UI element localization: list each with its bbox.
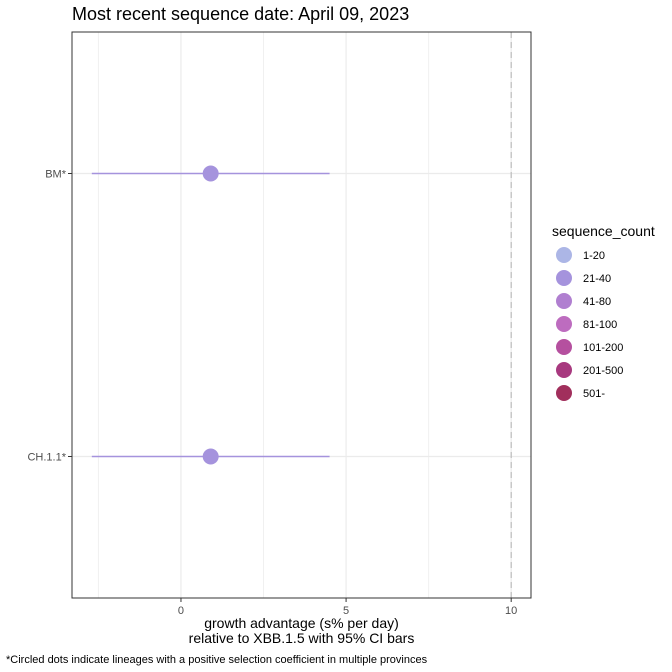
plot-panel bbox=[72, 32, 531, 598]
data-points bbox=[202, 165, 219, 465]
data-point bbox=[202, 165, 219, 182]
x-tick-label: 0 bbox=[178, 605, 184, 617]
x-tick-label: 5 bbox=[343, 605, 349, 617]
legend-title: sequence_count bbox=[552, 223, 655, 239]
legend-label: 81-100 bbox=[583, 319, 617, 331]
legend-swatch bbox=[556, 362, 572, 378]
plot-border bbox=[71, 31, 532, 599]
legend-swatch bbox=[556, 316, 572, 332]
y-tick-label: CH.1.1* bbox=[27, 452, 66, 464]
legend-swatch bbox=[556, 293, 572, 309]
legend-label: 21-40 bbox=[583, 273, 611, 285]
x-axis-title-line1: growth advantage (s% per day) bbox=[204, 615, 399, 631]
x-axis-title-line2: relative to XBB.1.5 with 95% CI bars bbox=[189, 630, 415, 646]
legend-swatch bbox=[556, 339, 572, 355]
legend-label: 201-500 bbox=[583, 365, 623, 377]
legend-label: 41-80 bbox=[583, 296, 611, 308]
axes: 0 5 10 BM* CH.1.1* bbox=[27, 169, 517, 618]
data-point bbox=[202, 448, 219, 465]
legend-label: 1-20 bbox=[583, 250, 605, 262]
legend: sequence_count 1-20 21-40 41-80 81-100 101-2… bbox=[552, 223, 655, 401]
x-tick-label: 10 bbox=[505, 605, 517, 617]
legend-label: 101-200 bbox=[583, 342, 623, 354]
caption: *Circled dots indicate lineages with a p… bbox=[6, 654, 428, 666]
legend-swatch bbox=[556, 247, 572, 263]
y-tick-label: BM* bbox=[45, 169, 67, 181]
grid-lines bbox=[72, 32, 531, 598]
legend-swatch bbox=[556, 270, 572, 286]
legend-swatch bbox=[556, 385, 572, 401]
legend-label: 501- bbox=[583, 388, 605, 400]
chart-title: Most recent sequence date: April 09, 202… bbox=[72, 4, 410, 24]
